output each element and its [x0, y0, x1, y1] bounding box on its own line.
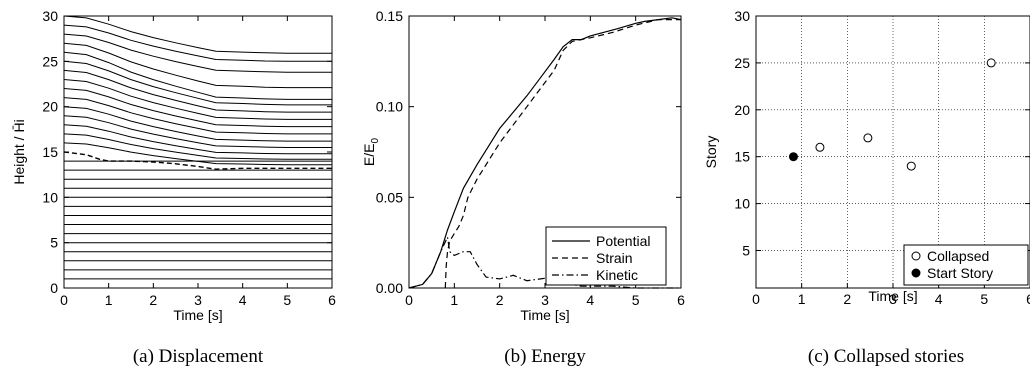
- x-tick-label: 6: [677, 292, 685, 308]
- panel-c-collapsed-stories: 0 1 2 3 4 5 6 5 10 15 20 25 30 Time [s] Story Collap…: [703, 8, 1030, 367]
- floor-line: [63, 69, 332, 113]
- x-tick-label: 0: [405, 292, 413, 308]
- series-strain: [444, 19, 681, 289]
- floor-line: [63, 97, 332, 135]
- legend-collapsed-label: Collapsed: [927, 248, 989, 264]
- legend-start-story-label: Start Story: [927, 265, 993, 281]
- x-tick-label: 5: [980, 291, 988, 307]
- y-tick-label: 5: [50, 235, 58, 251]
- x-tick-label: 2: [843, 291, 851, 307]
- y-tick-label: 30: [734, 8, 750, 24]
- y-tick-label: 20: [42, 99, 58, 115]
- x-tick-label: 3: [889, 291, 897, 307]
- panel-b-energy: 0 1 2 3 4 5 6 0.00 0.05 0.10 0.15 Time [s] E/E0 Po…: [361, 8, 685, 367]
- y-tick-label: 0.05: [376, 189, 403, 205]
- floor-line: [63, 15, 332, 54]
- floor-line: [63, 106, 332, 142]
- panel-a-displacement: 0 1 2 3 4 5 6 0 5 10 15 20 25 30 Time [s] Height / H̄…: [11, 8, 336, 367]
- panel-b-legend: Potential Strain Kinetic: [545, 226, 667, 286]
- panel-b-ticks: 0 1 2 3 4 5 6 0.00 0.05 0.10 0.15: [376, 8, 685, 308]
- panel-c-grid: [756, 16, 1030, 288]
- floor-line: [63, 142, 332, 166]
- floor-line: [63, 133, 332, 160]
- x-tick-label: 2: [496, 292, 504, 308]
- x-tick-label: 6: [328, 292, 336, 308]
- legend-potential-label: Potential: [596, 233, 650, 249]
- floor-line: [63, 60, 332, 106]
- floor-line: [63, 124, 332, 155]
- y-tick-label: 0.00: [376, 280, 403, 296]
- x-tick-label: 5: [283, 292, 291, 308]
- y-tick-label: 15: [42, 144, 58, 160]
- collapsed-point: [906, 161, 916, 171]
- y-tick-label: 0.10: [376, 99, 403, 115]
- x-tick-label: 6: [1026, 291, 1030, 307]
- y-tick-label: 5: [742, 242, 750, 258]
- y-tick-label: 25: [734, 55, 750, 71]
- panel-b-caption: (b) Energy: [504, 346, 586, 367]
- floor-line: [63, 115, 332, 148]
- collapsed-point: [863, 133, 873, 143]
- x-tick-label: 0: [60, 292, 68, 308]
- series-potential: [408, 17, 682, 289]
- floor-line: [63, 79, 332, 120]
- panel-c-ylabel: Story: [703, 136, 719, 169]
- panel-c-plot-area: [788, 58, 996, 171]
- panel-a-ylabel: Height / H̄i: [11, 119, 27, 184]
- x-tick-label: 1: [450, 292, 458, 308]
- panel-a-frame: [63, 15, 333, 289]
- y-tick-label: 25: [42, 53, 58, 69]
- legend-start-story-marker: [911, 268, 921, 278]
- panel-b-xlabel: Time [s]: [520, 307, 569, 323]
- panel-c-caption: (c) Collapsed stories: [808, 346, 964, 367]
- x-tick-label: 4: [239, 292, 247, 308]
- y-tick-label: 0: [50, 280, 58, 296]
- panel-b-legend-box: [545, 226, 667, 286]
- floor-line: [63, 24, 332, 62]
- legend-kinetic-label: Kinetic: [596, 267, 638, 283]
- x-tick-label: 2: [149, 292, 157, 308]
- panel-c-legend: Collapsed Start Story: [903, 244, 1029, 286]
- x-tick-label: 0: [752, 291, 760, 307]
- start-story-point: [788, 152, 798, 162]
- x-tick-label: 4: [586, 292, 594, 308]
- y-tick-label: 0.15: [376, 8, 403, 24]
- legend-collapsed-marker: [911, 251, 921, 261]
- collapsed-point: [815, 142, 825, 152]
- y-tick-label: 20: [734, 102, 750, 118]
- x-tick-label: 1: [105, 292, 113, 308]
- floor-line-story-15: [63, 151, 332, 170]
- y-tick-label: 15: [734, 149, 750, 165]
- y-tick-label: 30: [42, 8, 58, 24]
- collapsed-point: [986, 58, 996, 68]
- panel-a-caption: (a) Displacement: [133, 346, 264, 367]
- floor-line: [63, 42, 332, 89]
- x-tick-label: 5: [632, 292, 640, 308]
- x-tick-label: 1: [798, 291, 806, 307]
- y-tick-label: 10: [42, 189, 58, 205]
- legend-strain-label: Strain: [596, 250, 633, 266]
- panel-b-ylabel: E/E0: [361, 137, 381, 166]
- panel-c-xlabel: Time [s]: [868, 288, 917, 304]
- panel-a-ticks: 0 1 2 3 4 5 6 0 5 10 15 20 25 30: [42, 8, 336, 308]
- x-tick-label: 3: [194, 292, 202, 308]
- x-tick-label: 3: [541, 292, 549, 308]
- y-tick-label: 10: [734, 196, 750, 212]
- panel-c-legend-box: [903, 244, 1029, 286]
- floor-line: [63, 88, 332, 128]
- x-tick-label: 4: [935, 291, 943, 307]
- panel-a-plot-area: [63, 15, 332, 280]
- panel-a-xlabel: Time [s]: [173, 307, 222, 323]
- floor-line: [63, 33, 332, 73]
- floor-line: [63, 51, 332, 100]
